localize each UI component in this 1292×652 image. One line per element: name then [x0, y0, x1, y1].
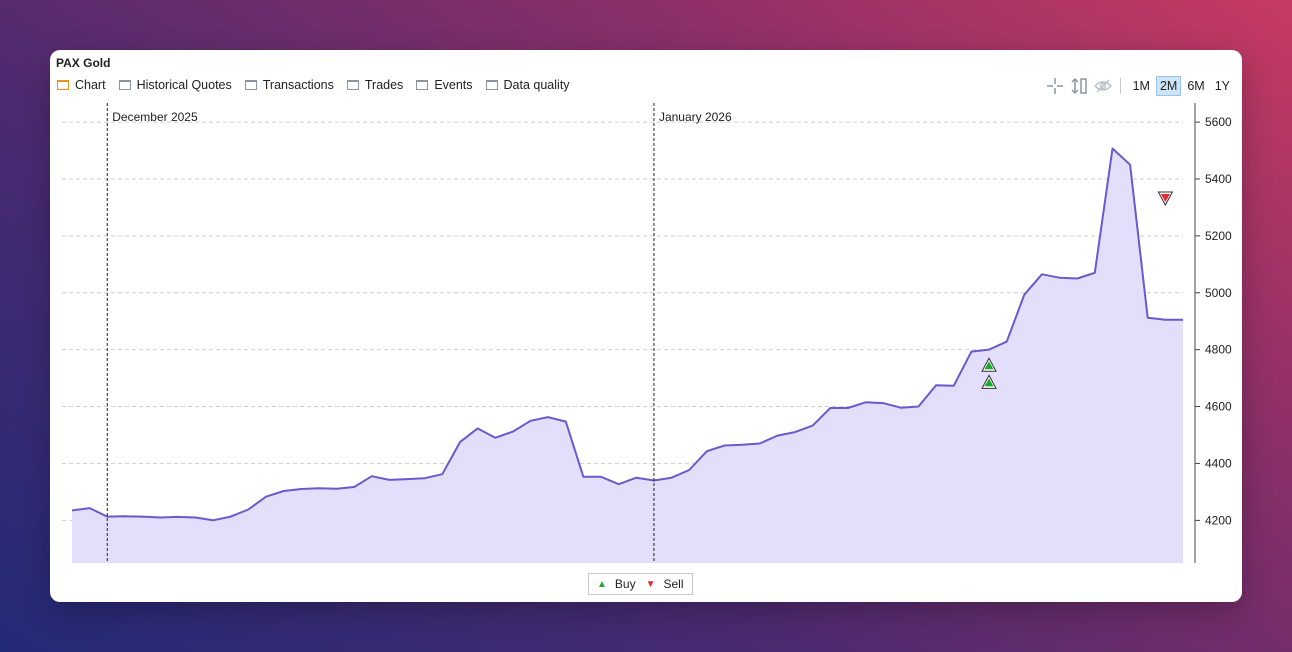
buy-marker: [984, 361, 994, 370]
tab-transactions[interactable]: Transactions: [244, 78, 334, 92]
tab-label: Historical Quotes: [136, 78, 232, 92]
tab-icon: [346, 80, 359, 90]
legend-buy-label: Buy: [614, 577, 636, 591]
vertical-resize-icon[interactable]: [1070, 77, 1088, 95]
tab-data-quality[interactable]: Data quality: [485, 78, 570, 92]
window-title: PAX Gold: [56, 56, 111, 70]
tab-historical-quotes[interactable]: Historical Quotes: [118, 78, 232, 92]
sell-marker: [1160, 194, 1170, 203]
y-tick-label: 5000: [1205, 286, 1232, 300]
range-2m-button[interactable]: 2M: [1155, 76, 1182, 96]
tab-label: Trades: [364, 78, 404, 92]
tab-label: Chart: [75, 78, 106, 92]
legend-sell[interactable]: ▼ Sell: [646, 577, 684, 591]
month-marker-label: January 2026: [659, 110, 732, 124]
y-tick-label: 4400: [1205, 456, 1232, 470]
price-area: [72, 148, 1183, 563]
buy-marker: [984, 378, 994, 387]
tab-icon: [416, 80, 429, 90]
y-tick-label: 5400: [1205, 172, 1232, 186]
tab-icon: [244, 80, 257, 90]
range-6m-button[interactable]: 6M: [1187, 79, 1205, 93]
toolbar-separator: [1119, 78, 1121, 94]
month-marker-label: December 2025: [112, 110, 198, 124]
chart-toolbar: 1M 2M 6M 1Y: [1040, 76, 1234, 96]
buy-triangle-icon: ▲: [597, 578, 607, 590]
tab-bar: Chart Historical Quotes Transactions Tra…: [57, 78, 583, 92]
y-tick-label: 5600: [1205, 115, 1232, 129]
price-line: [71, 147, 1183, 522]
tab-label: Transactions: [262, 78, 334, 92]
legend-sell-label: Sell: [663, 577, 684, 591]
chart-legend: ▲ Buy ▼ Sell: [588, 573, 693, 595]
sell-triangle-icon: ▼: [645, 578, 656, 590]
tab-events[interactable]: Events: [416, 78, 473, 92]
range-1y-button[interactable]: 1Y: [1214, 79, 1230, 93]
tab-icon: [118, 80, 131, 90]
app-window: PAX Gold Chart Historical Quotes Transac…: [50, 50, 1242, 602]
crosshair-icon[interactable]: [1046, 77, 1064, 95]
eye-hidden-icon[interactable]: [1093, 77, 1112, 95]
range-1m-button[interactable]: 1M: [1132, 79, 1150, 93]
tab-label: Data quality: [503, 78, 570, 92]
tab-trades[interactable]: Trades: [346, 78, 404, 92]
tab-chart[interactable]: Chart: [57, 78, 106, 92]
y-tick-label: 5200: [1205, 229, 1232, 243]
y-tick-label: 4600: [1205, 400, 1232, 414]
y-tick-label: 4800: [1205, 343, 1232, 357]
legend-buy[interactable]: ▲ Buy: [597, 577, 636, 591]
tab-label: Events: [434, 78, 473, 92]
tab-icon: [57, 80, 69, 90]
tab-icon: [485, 80, 498, 90]
price-chart[interactable]: 4200 4400 4600 4800 5000 5200 5400 5600 December…: [50, 50, 1242, 602]
y-tick-label: 4200: [1205, 513, 1232, 527]
